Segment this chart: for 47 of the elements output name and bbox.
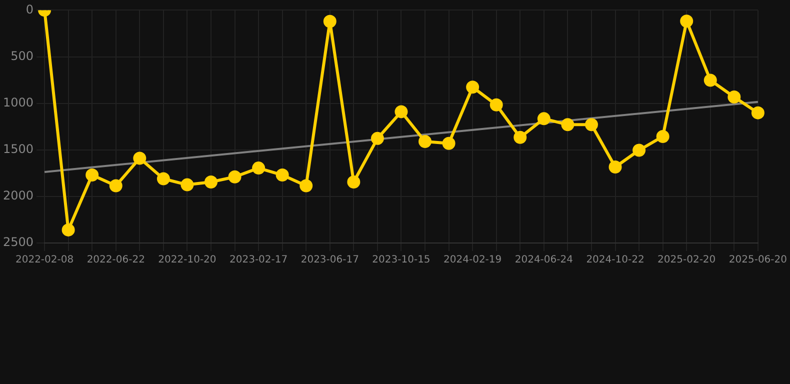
point [228,170,242,184]
point [584,118,598,132]
x-tick-label: 2022-06-22 [86,254,145,266]
point [204,176,218,189]
point [156,172,170,186]
point [180,178,194,192]
point [86,168,99,182]
y-tick-label: 2500 [2,235,34,250]
point [490,98,503,112]
point [394,105,408,118]
point [62,223,75,236]
point [109,179,122,192]
point [300,179,313,192]
point [704,74,717,87]
point [728,90,741,104]
x-tick-label: 2025-02-20 [658,254,716,266]
point [133,152,146,165]
point [656,130,670,143]
x-tick-label: 2023-02-17 [230,254,288,266]
y-tick-label: 500 [10,48,34,63]
x-tick-label: 2022-02-08 [15,254,74,266]
y-tick-label: 2000 [2,188,34,203]
point [442,136,456,150]
point [537,112,550,126]
point [561,118,574,132]
y-tick-label: 1500 [2,142,34,156]
point [418,135,432,148]
point [514,130,527,144]
x-tick-label: 2024-10-22 [586,254,644,266]
point [751,106,764,120]
point [347,176,360,189]
y-tick-label: 1000 [2,95,34,110]
point [680,14,694,28]
x-tick-label: 2023-06-17 [300,254,359,266]
point [466,80,480,94]
x-tick-label: 2024-02-19 [444,254,502,266]
x-tick-label: 2022-10-20 [158,254,216,266]
point [370,132,384,145]
y-tick-label: 0 [26,2,34,16]
point [323,14,336,28]
point [608,160,622,174]
point [276,168,289,182]
x-tick-label: 2023-10-15 [372,254,430,266]
point [632,144,646,157]
x-tick-label: 2024-06-24 [514,254,573,266]
x-tick-label: 2025-06-20 [728,254,788,266]
point [252,162,266,175]
